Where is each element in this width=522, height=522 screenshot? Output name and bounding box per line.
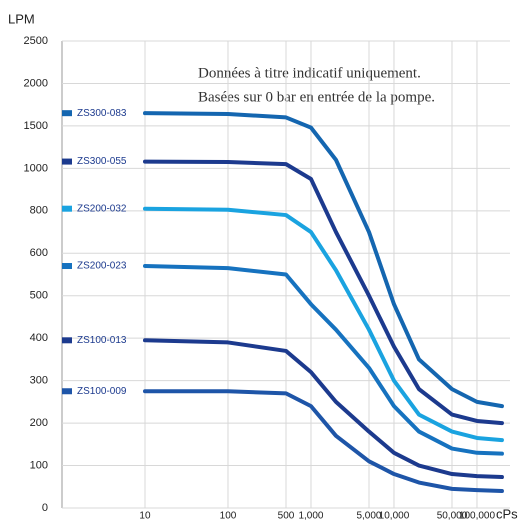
y-tick-label: 2500 — [24, 35, 48, 47]
y-tick-label: 2000 — [24, 77, 48, 89]
y-tick-label: 800 — [30, 205, 48, 217]
x-tick-label: 10 — [139, 511, 151, 522]
legend-label: ZS200-023 — [77, 261, 127, 272]
series-line — [142, 159, 504, 426]
legend-swatch — [62, 388, 72, 395]
x-tick-label: 1,000 — [298, 511, 323, 522]
x-axis-label: cPs — [496, 506, 518, 521]
y-axis-label: LPM — [8, 11, 35, 26]
series-line — [142, 206, 504, 443]
legend-label: ZS300-055 — [77, 156, 127, 167]
legend-label: ZS100-009 — [77, 386, 127, 397]
y-tick-label: 1000 — [24, 162, 48, 174]
y-tick-label: 200 — [30, 417, 48, 429]
y-tick-label: 600 — [30, 247, 48, 259]
y-tick-label: 100 — [30, 459, 48, 471]
y-tick-label: 1500 — [24, 120, 48, 132]
legend-swatch — [62, 263, 72, 270]
series-line — [142, 389, 504, 494]
x-tick-label: 100,000 — [459, 511, 496, 522]
legend-swatch — [62, 110, 72, 117]
x-tick-label: 5,000 — [356, 511, 381, 522]
legend-label: ZS200-032 — [77, 203, 127, 214]
y-tick-label: 300 — [30, 375, 48, 387]
y-tick-label: 0 — [42, 502, 48, 514]
x-tick-label: 100 — [220, 511, 237, 522]
annotation: Basées sur 0 bar en entrée de la pompe. — [198, 89, 435, 105]
x-tick-label: 10,000 — [379, 511, 410, 522]
series-line — [142, 338, 504, 480]
annotation: Données à titre indicatif uniquement. — [198, 65, 421, 81]
y-tick-label: 400 — [30, 332, 48, 344]
legend-swatch — [62, 158, 72, 165]
series-line — [142, 111, 504, 409]
legend-swatch — [62, 205, 72, 212]
series-line — [142, 264, 504, 456]
legend-swatch — [62, 337, 72, 344]
x-tick-label: 500 — [278, 511, 295, 522]
legend-label: ZS300-083 — [77, 108, 127, 119]
x-tick-label: 50,000 — [437, 511, 468, 522]
legend-label: ZS100-013 — [77, 335, 127, 346]
y-tick-label: 500 — [30, 290, 48, 302]
